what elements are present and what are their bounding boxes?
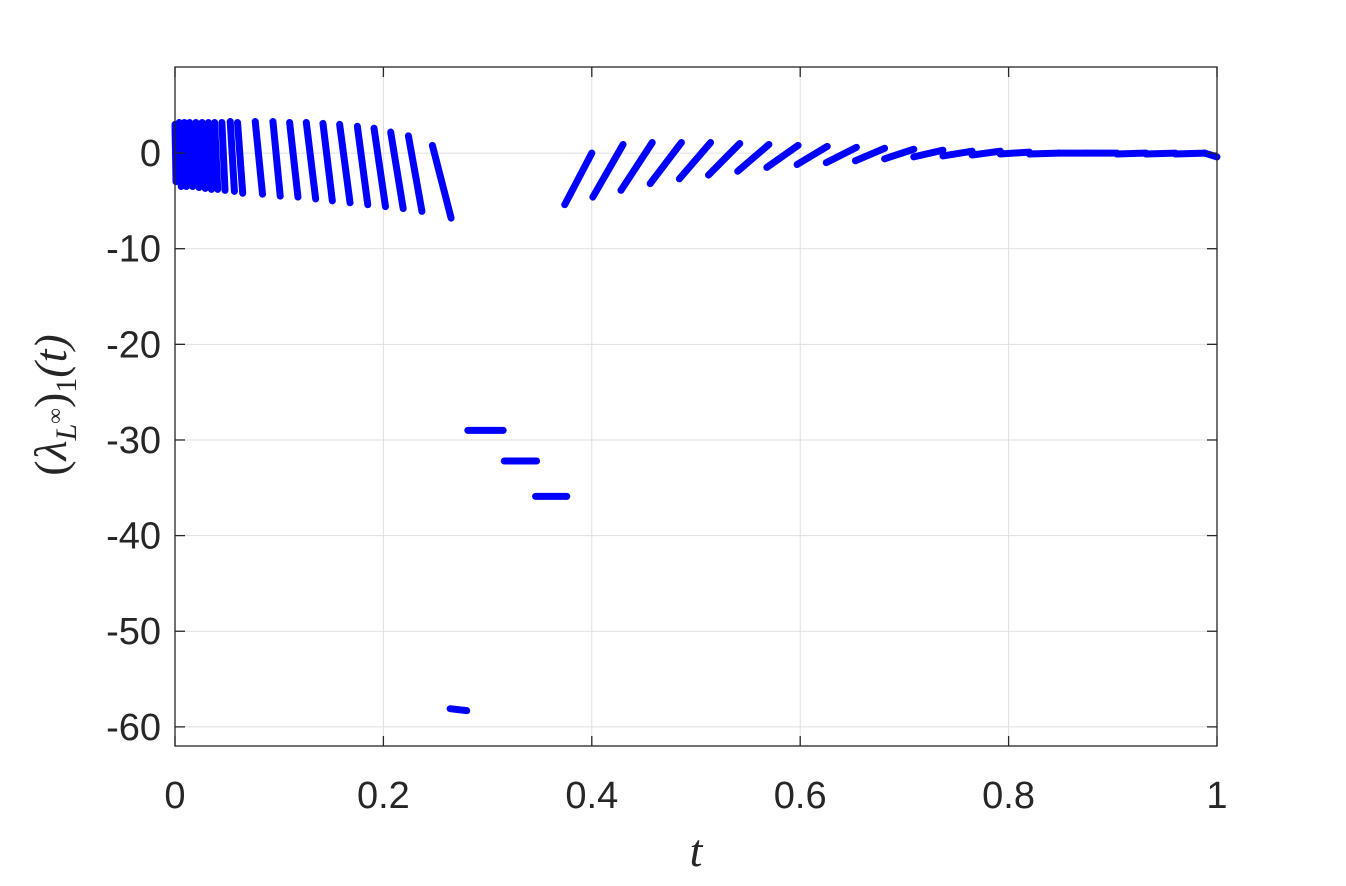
y-tick-label: -60	[106, 707, 161, 749]
x-tick-label: 0.8	[982, 775, 1035, 817]
data-marker-run	[211, 118, 222, 193]
data-marker-run	[1025, 149, 1063, 158]
data-marker-run	[822, 143, 860, 167]
x-tick-label: 0.2	[357, 775, 410, 817]
y-label-argument: (t)	[25, 334, 76, 377]
data-marker-run	[204, 118, 215, 193]
y-tick-label: -20	[106, 324, 161, 366]
data-marker-run	[1171, 149, 1208, 158]
data-marker-run	[1200, 149, 1221, 161]
data-marker-run	[198, 118, 209, 192]
data-series	[171, 118, 1221, 715]
y-tick-label: -50	[106, 611, 161, 653]
data-marker-run	[336, 120, 354, 207]
data-marker-run	[251, 118, 267, 198]
data-marker-run	[939, 147, 976, 160]
data-marker-run	[617, 139, 656, 194]
data-marker-run	[589, 140, 627, 201]
data-marker-run	[175, 118, 185, 191]
svg-text:(λL∞)1(t): (λL∞)1(t)	[25, 334, 83, 475]
data-marker-run	[1113, 149, 1150, 158]
grid-lines	[174, 67, 1218, 746]
x-axis-label: t	[690, 825, 704, 876]
x-tick-label: 0.6	[774, 775, 827, 817]
data-marker-run	[269, 118, 284, 200]
x-tick-labels: 0 0.2 0.4 0.6 0.8 1	[164, 775, 1227, 817]
data-marker-run	[793, 142, 831, 169]
data-marker-run	[387, 128, 407, 213]
data-marker-run	[234, 118, 247, 197]
y-tick-label: -10	[106, 229, 161, 271]
data-marker-run	[319, 119, 336, 205]
y-tick-label: -30	[106, 420, 161, 462]
data-marker-run	[910, 146, 947, 161]
data-marker-run	[186, 118, 197, 191]
y-tick-labels: 0 -10 -20 -30 -40 -50 -60	[106, 133, 161, 749]
y-label-subscript-l: L	[50, 424, 83, 442]
data-marker-run	[428, 141, 455, 222]
data-marker-run	[404, 132, 426, 215]
y-label-lambda: λ	[25, 440, 76, 462]
y-label-open-paren: (	[25, 460, 76, 475]
data-marker-run	[968, 147, 1004, 159]
data-marker-run	[646, 139, 685, 188]
data-marker-run	[370, 124, 389, 211]
data-marker-run	[218, 118, 229, 194]
data-marker-run	[1142, 149, 1179, 158]
data-marker-run	[286, 118, 302, 201]
data-marker-run	[561, 149, 596, 209]
data-marker-run	[851, 144, 889, 165]
y-axis-label: (λL∞)1(t)	[25, 334, 83, 475]
x-tick-label: 1	[1206, 775, 1227, 817]
data-marker-run	[881, 145, 918, 163]
y-label-index: 1	[50, 378, 83, 393]
data-marker-run	[353, 122, 372, 209]
tick-marks	[174, 67, 1218, 746]
data-marker-run	[192, 118, 203, 191]
data-marker-run	[446, 705, 471, 715]
data-marker-run	[675, 139, 715, 183]
y-label-close-paren: )	[25, 393, 76, 408]
data-marker-run	[180, 118, 190, 191]
data-marker-run	[763, 141, 802, 171]
data-marker-run	[302, 118, 320, 203]
data-marker-run	[705, 140, 744, 179]
y-label-superscript-infinity: ∞	[42, 408, 67, 424]
data-marker-run	[734, 140, 773, 175]
y-tick-label: -40	[106, 516, 161, 558]
data-marker-run	[996, 148, 1033, 158]
data-marker-run	[226, 118, 238, 195]
x-tick-label: 0	[164, 775, 185, 817]
y-tick-label: 0	[140, 133, 161, 175]
x-tick-label: 0.4	[565, 775, 618, 817]
axes-box	[174, 66, 1218, 747]
